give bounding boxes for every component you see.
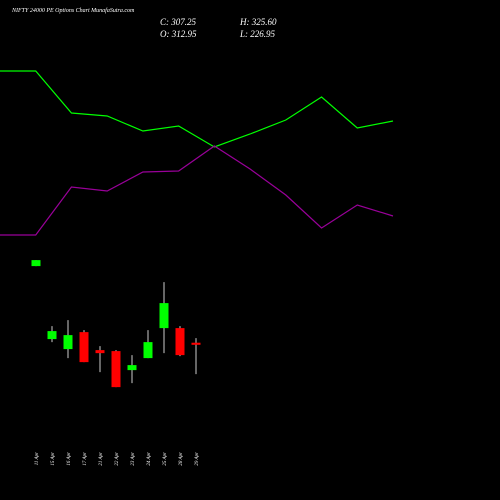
candle-body [143, 342, 153, 359]
candle-body [191, 342, 201, 345]
close-info: C: 307.25 [160, 17, 197, 27]
candle-body [111, 351, 121, 388]
indicator-line [0, 145, 394, 236]
chart-title: NIFTY 24000 PE Options Chart MunafaSutra… [11, 7, 135, 14]
x-tick-label: 16 Apr [67, 452, 72, 466]
x-tick-label: 29 Apr [195, 452, 200, 466]
candle-body [31, 260, 41, 267]
x-tick-label: 21 Apr [99, 452, 104, 466]
x-tick-label: 25 Apr [163, 452, 168, 466]
candle-body [79, 332, 89, 363]
candle-body [127, 365, 137, 371]
candle-body [95, 350, 105, 354]
candle-body [175, 328, 185, 356]
x-tick-label: 15 Apr [51, 452, 56, 466]
low-info: L: 226.95 [239, 29, 276, 39]
x-tick-label: 17 Apr [83, 452, 88, 466]
open-info: O: 312.95 [160, 29, 197, 39]
high-info: H: 325.60 [239, 17, 277, 27]
candle-body [159, 303, 169, 329]
x-tick-label: 24 Apr [147, 452, 152, 466]
x-tick-label: 22 Apr [115, 452, 120, 466]
x-tick-label: 28 Apr [179, 452, 184, 466]
x-tick-label: 11 Apr [35, 452, 40, 465]
x-tick-label: 23 Apr [131, 452, 136, 466]
indicator-line [0, 70, 394, 148]
candle-body [63, 335, 73, 350]
candle-body [47, 331, 57, 340]
